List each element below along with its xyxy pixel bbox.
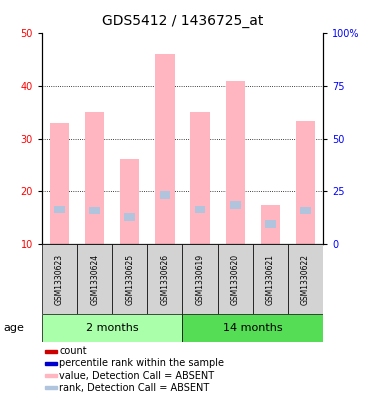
Bar: [77, 244, 112, 314]
Bar: [160, 191, 170, 199]
Text: 2 months: 2 months: [86, 323, 139, 333]
Bar: [50, 123, 69, 244]
Bar: [265, 220, 276, 228]
Bar: [54, 206, 65, 213]
Bar: [195, 206, 205, 213]
Bar: [112, 244, 147, 314]
Bar: [182, 244, 218, 314]
Text: value, Detection Call = ABSENT: value, Detection Call = ABSENT: [59, 371, 214, 381]
Text: GDS5412 / 1436725_at: GDS5412 / 1436725_at: [102, 14, 263, 28]
Text: rank, Detection Call = ABSENT: rank, Detection Call = ABSENT: [59, 383, 210, 393]
Bar: [45, 386, 57, 389]
Text: age: age: [4, 323, 24, 333]
Text: GSM1330621: GSM1330621: [266, 253, 275, 305]
Bar: [226, 81, 245, 244]
Bar: [230, 201, 241, 209]
Bar: [147, 244, 182, 314]
Bar: [155, 54, 174, 244]
Text: GSM1330626: GSM1330626: [161, 253, 169, 305]
Bar: [124, 213, 135, 221]
Text: GSM1330625: GSM1330625: [125, 253, 134, 305]
Text: GSM1330623: GSM1330623: [55, 253, 64, 305]
Bar: [218, 244, 253, 314]
Text: 14 months: 14 months: [223, 323, 283, 333]
Bar: [85, 112, 104, 244]
Text: GSM1330624: GSM1330624: [90, 253, 99, 305]
Bar: [120, 158, 139, 244]
Text: GSM1330622: GSM1330622: [301, 253, 310, 305]
Bar: [261, 205, 280, 244]
Bar: [300, 207, 311, 215]
Bar: [42, 314, 182, 342]
Bar: [288, 244, 323, 314]
Text: GSM1330619: GSM1330619: [196, 253, 204, 305]
Text: GSM1330620: GSM1330620: [231, 253, 240, 305]
Bar: [182, 314, 323, 342]
Bar: [191, 112, 210, 244]
Bar: [42, 244, 77, 314]
Bar: [45, 362, 57, 365]
Text: count: count: [59, 346, 87, 356]
Bar: [45, 350, 57, 353]
Bar: [253, 244, 288, 314]
Text: percentile rank within the sample: percentile rank within the sample: [59, 358, 224, 368]
Bar: [296, 121, 315, 244]
Bar: [89, 207, 100, 215]
Bar: [45, 374, 57, 377]
